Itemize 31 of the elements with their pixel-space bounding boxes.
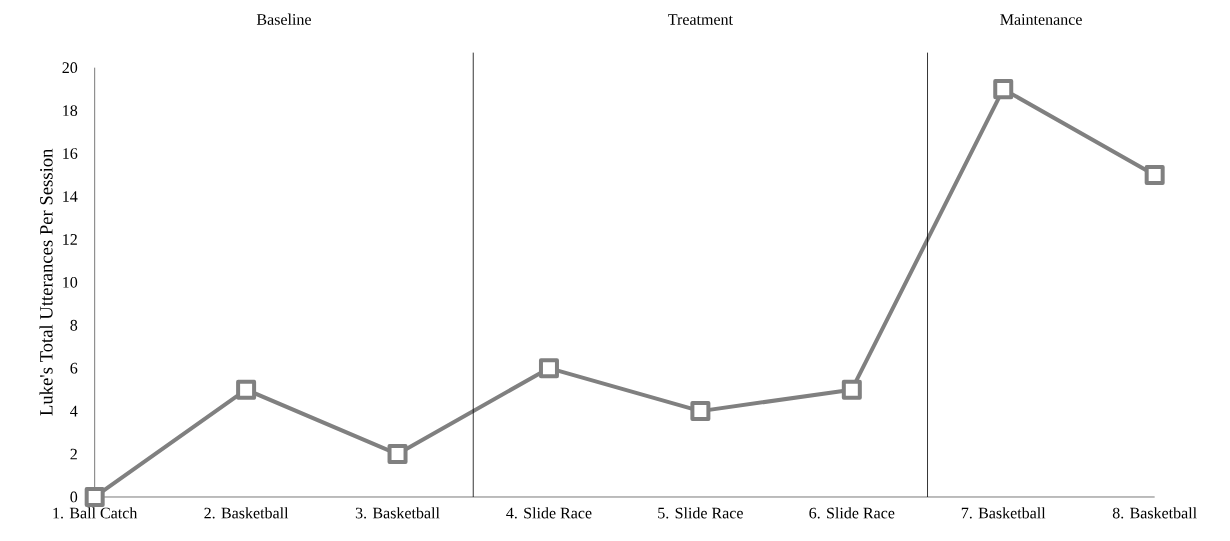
- text: Baseline: [256, 13, 311, 25]
- point: [236, 379, 257, 400]
- y-tick-label: 20: [62, 62, 78, 74]
- point: [387, 444, 408, 465]
- point: [538, 358, 559, 379]
- point: [993, 79, 1014, 100]
- y-tick-label: 4: [70, 405, 78, 417]
- x-tick-label: 8. Basketball: [1112, 507, 1197, 519]
- point: [690, 401, 711, 422]
- y-tick-label: 8: [70, 319, 78, 331]
- y-axis-title: Luke's Total Utterances Per Session: [39, 148, 53, 416]
- point: [1144, 164, 1165, 185]
- y-tick-label: 14: [63, 191, 78, 202]
- point: [84, 486, 105, 507]
- x-tick-label: 5. Slide Race: [658, 507, 743, 519]
- y-tick-label: 16: [63, 148, 78, 159]
- y-tick-label: 2: [70, 448, 77, 460]
- text: Treatment: [668, 14, 733, 25]
- y-tick-label: 10: [63, 276, 78, 288]
- x-tick-label: 3. Basketball: [355, 507, 440, 519]
- x-tick-label: 2. Basketball: [204, 507, 289, 519]
- x-tick-label: 7. Basketball: [961, 507, 1046, 519]
- x-tick-label: 1. Ball Catch: [53, 507, 138, 519]
- y-tick-label: 0: [70, 491, 78, 503]
- y-tick-label: 6: [70, 362, 78, 374]
- text: Maintenance: [1000, 14, 1082, 25]
- y-tick-label: 12: [63, 234, 77, 245]
- y-tick-label: 18: [63, 105, 78, 116]
- x-tick-label: 6. Slide Race: [809, 507, 895, 519]
- x-tick-label: 4. Slide Race: [506, 507, 592, 519]
- point: [841, 379, 862, 400]
